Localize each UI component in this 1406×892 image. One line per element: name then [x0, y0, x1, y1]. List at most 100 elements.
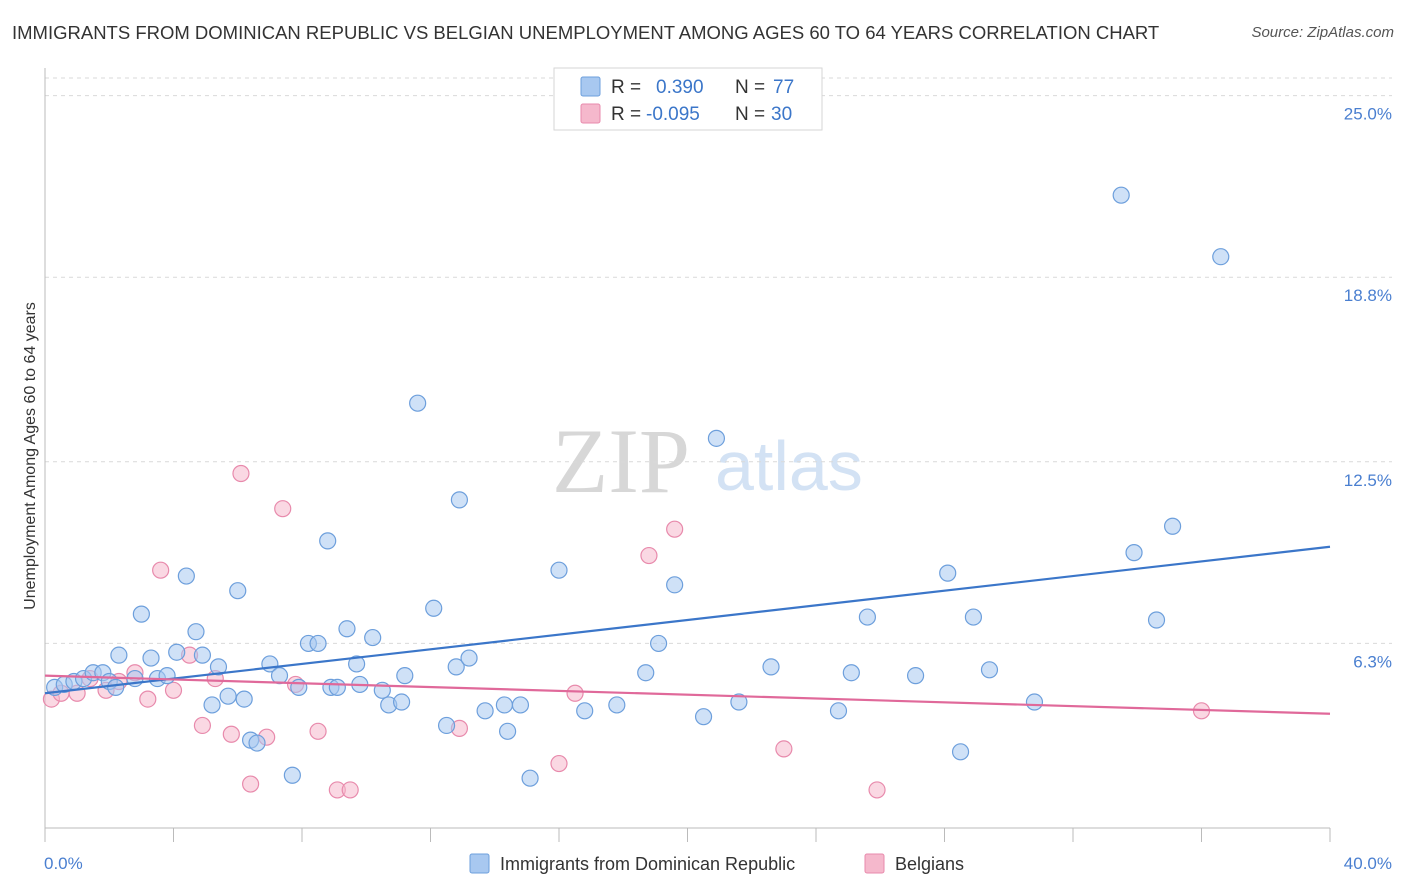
belgians-point-7	[139, 690, 157, 708]
y-tick-label-2: 18.8%	[1344, 286, 1392, 305]
dominican-point-72	[1112, 186, 1130, 204]
series-legend-label-dominican: Immigrants from Dominican Republic	[500, 854, 795, 874]
dominican-point-68	[951, 743, 970, 761]
dominican-point-17	[193, 646, 212, 664]
belgians-point-27	[775, 740, 793, 758]
dominican-point-19	[209, 658, 228, 676]
legend-n-value-1: 77	[773, 77, 794, 98]
belgians-point-15	[242, 775, 260, 793]
dominican-point-56	[637, 664, 655, 682]
dominican-point-76	[1212, 248, 1230, 266]
y-tick-label-1: 12.5%	[1344, 471, 1392, 490]
belgians-point-14	[232, 464, 250, 483]
gridlines	[45, 77, 1392, 644]
belgians-point-11	[193, 716, 212, 735]
y-tick-label-3: 25.0%	[1344, 105, 1392, 124]
watermark-zip: ZIP	[552, 410, 690, 512]
dominican-point-49	[495, 696, 513, 714]
dominican-point-57	[649, 634, 668, 653]
belgians-points	[42, 464, 1211, 799]
dominican-point-70	[980, 661, 999, 679]
dominican-point-67	[939, 564, 957, 582]
dominican-point-22	[235, 690, 253, 708]
belgians-point-13	[222, 725, 240, 743]
x-tick-labels: 0.0% 40.0%	[44, 854, 1392, 873]
dominican-point-31	[319, 532, 337, 550]
y-tick-labels: 6.3% 12.5% 18.8% 25.0%	[1344, 105, 1392, 672]
dominican-point-21	[229, 582, 247, 600]
legend-swatch-pink	[580, 103, 601, 124]
dominican-point-11	[142, 649, 160, 667]
dominican-trend-line	[44, 545, 1331, 695]
dominican-point-40	[392, 693, 411, 711]
series-legend: Immigrants from Dominican Republic Belgi…	[469, 853, 964, 874]
series-legend-label-belgians: Belgians	[895, 854, 964, 874]
dominican-point-65	[858, 608, 877, 626]
belgians-point-26	[666, 520, 684, 538]
dominican-point-37	[364, 628, 382, 647]
watermark: ZIP atlas	[552, 410, 863, 512]
dominican-point-35	[348, 655, 366, 673]
dominican-point-28	[290, 678, 308, 696]
dominican-point-14	[168, 643, 186, 661]
belgians-point-9	[164, 681, 183, 699]
dominican-point-10	[132, 605, 150, 623]
dominican-point-58	[666, 576, 684, 594]
dominican-point-41	[396, 667, 414, 685]
belgians-point-17	[274, 500, 292, 518]
dominican-point-7	[107, 678, 125, 696]
dominican-point-20	[219, 687, 237, 705]
belgians-point-19	[309, 722, 327, 740]
dominican-point-26	[270, 667, 289, 685]
dominican-point-27	[283, 766, 301, 784]
dominican-point-50	[499, 722, 517, 740]
belgians-trend-line	[44, 674, 1331, 715]
dominican-point-34	[338, 620, 356, 638]
legend-r-label-2: R =	[611, 104, 641, 125]
dominican-point-13	[158, 667, 176, 685]
dominican-point-15	[177, 567, 195, 585]
belgians-point-21	[341, 781, 359, 799]
dominican-point-75	[1163, 517, 1182, 535]
dominican-point-30	[309, 634, 327, 653]
watermark-atlas: atlas	[715, 427, 863, 505]
legend-r-value-2: -0.095	[646, 104, 700, 125]
dominican-points	[46, 186, 1230, 787]
dominican-point-16	[187, 623, 205, 641]
dominican-point-24	[248, 734, 266, 752]
dominican-point-47	[460, 649, 478, 667]
dominican-point-43	[425, 599, 443, 617]
x-tick-label-1: 40.0%	[1344, 854, 1392, 873]
belgians-point-23	[550, 754, 568, 773]
series-legend-swatch-pink	[864, 853, 885, 874]
dominican-point-18	[203, 696, 221, 714]
belgians-point-8	[152, 561, 170, 579]
dominican-point-63	[829, 702, 848, 720]
dominican-point-61	[730, 693, 748, 711]
trend-lines	[44, 545, 1331, 715]
belgians-point-24	[566, 684, 584, 702]
chart-source: Source: ZipAtlas.com	[1251, 24, 1394, 41]
dominican-point-45	[447, 658, 465, 676]
series-legend-swatch-blue	[469, 853, 490, 874]
dominican-point-48	[476, 702, 494, 720]
dominican-point-73	[1125, 544, 1143, 562]
legend-swatch-blue	[580, 76, 601, 97]
dominican-point-8	[110, 646, 128, 664]
legend-n-label-2: N =	[735, 104, 765, 125]
belgians-point-25	[640, 546, 658, 565]
dominican-point-59	[694, 708, 713, 726]
dominican-point-44	[437, 716, 456, 735]
dominican-point-54	[576, 702, 594, 720]
legend-n-label-1: N =	[735, 77, 765, 98]
dominican-point-55	[608, 696, 626, 714]
dominican-point-42	[409, 394, 427, 412]
dominican-point-52	[521, 769, 539, 787]
x-tick-label-0: 0.0%	[44, 854, 83, 873]
dominican-point-51	[511, 696, 530, 714]
legend-n-value-2: 30	[771, 104, 792, 125]
y-tick-label-0: 6.3%	[1353, 652, 1392, 671]
dominican-point-53	[550, 561, 568, 579]
dominican-point-33	[328, 678, 346, 696]
